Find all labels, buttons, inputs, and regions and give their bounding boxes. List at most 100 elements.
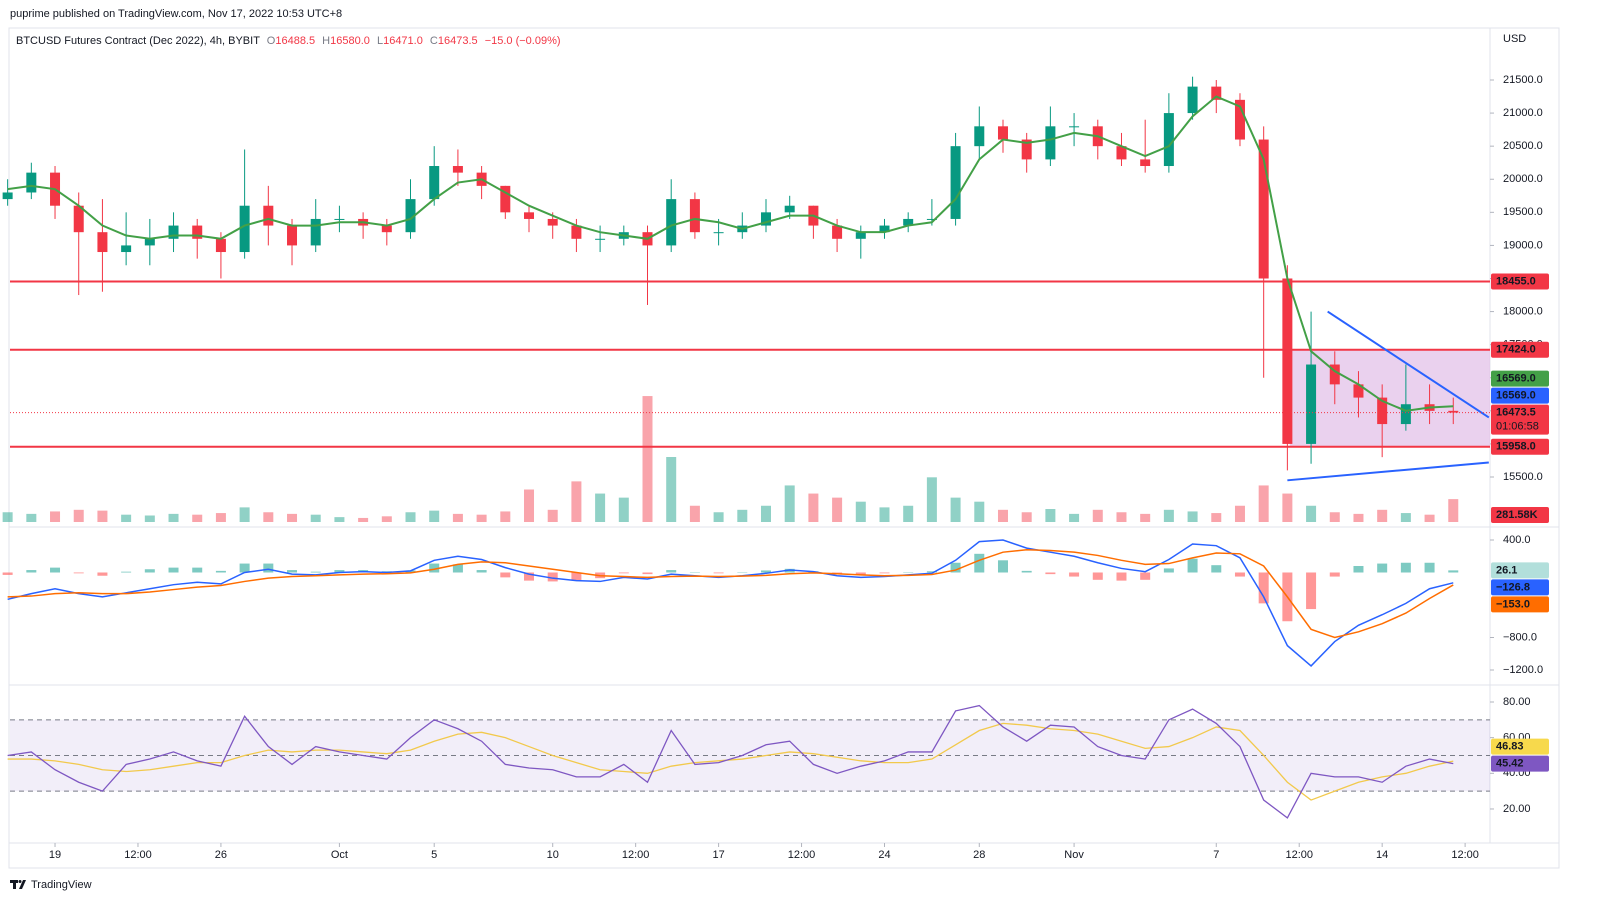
- y-tick-label: 18000.0: [1503, 305, 1543, 317]
- ohlc-key: H: [322, 35, 330, 47]
- candle-body: [1140, 159, 1151, 167]
- histogram-bar: [192, 567, 203, 573]
- level-tag: 18455.0: [1496, 275, 1536, 287]
- candle-body: [1116, 146, 1127, 160]
- moving-average: [7, 95, 1454, 412]
- y-tick-label: −1200.0: [1503, 664, 1543, 676]
- candle-body: [713, 232, 724, 234]
- level-tag-bg: [1491, 273, 1549, 290]
- histogram-bar: [500, 572, 511, 578]
- candle-body: [855, 232, 866, 239]
- candle-body: [595, 238, 606, 240]
- histogram-bar: [26, 570, 37, 573]
- histogram-bar: [1306, 572, 1317, 610]
- candle-body: [500, 185, 511, 213]
- histogram-bar: [926, 571, 937, 573]
- volume-bar: [263, 512, 274, 522]
- logo-part: [13, 880, 16, 889]
- price-tag: 16569.0: [1496, 372, 1536, 384]
- value-tag: −153.0: [1496, 598, 1530, 610]
- y-tick-label: 19500.0: [1503, 206, 1543, 218]
- volume-bar: [73, 509, 84, 522]
- histogram-bar: [855, 572, 866, 575]
- symbol-title: BTCUSD Futures Contract (Dec 2022), 4h, …: [16, 35, 260, 47]
- volume-bar: [429, 510, 440, 522]
- candle-body: [121, 245, 132, 253]
- volume-bar: [1448, 499, 1459, 522]
- volume-bar: [1021, 512, 1032, 522]
- x-tick-label: 12:00: [1451, 849, 1479, 861]
- volume-bar: [1234, 505, 1245, 522]
- candle-body: [784, 205, 795, 213]
- candle-body: [1211, 86, 1222, 100]
- histogram-bar: [713, 572, 724, 574]
- volume-tag-bg: [1491, 507, 1549, 523]
- volume-bar: [1377, 509, 1388, 522]
- candle-body: [547, 218, 558, 226]
- histogram-bar: [1448, 570, 1459, 573]
- candle-body: [73, 205, 84, 233]
- histogram-bar: [1377, 563, 1388, 573]
- candle-body: [26, 172, 37, 193]
- x-tick-label: 14: [1376, 849, 1388, 861]
- candle-body: [832, 225, 843, 239]
- volume-bar: [381, 516, 392, 522]
- publish-note: puprime published on TradingView.com, No…: [10, 8, 342, 20]
- histogram-bar: [73, 572, 84, 574]
- price-tag-bg: [1491, 370, 1549, 387]
- price-tag-bg: [1491, 404, 1549, 435]
- histogram-bar: [1069, 572, 1080, 577]
- tv-logo: [10, 880, 26, 889]
- histogram-bar: [334, 570, 345, 573]
- volume-bar: [855, 501, 866, 522]
- candle-body: [1187, 86, 1198, 114]
- volume-bar: [1424, 514, 1435, 522]
- candle-body: [997, 126, 1008, 140]
- y-tick-label: 20.00: [1503, 803, 1531, 815]
- candle-body: [1069, 126, 1080, 128]
- y-tick-label: 20500.0: [1503, 140, 1543, 152]
- volume-bar: [595, 493, 606, 522]
- volume-bar: [974, 501, 985, 522]
- volume-bar: [760, 505, 771, 522]
- histogram-bar: [547, 572, 558, 582]
- volume-bar: [215, 513, 226, 522]
- rsi-line: [7, 704, 1454, 819]
- candle-body: [760, 212, 771, 226]
- value-tag-bg: [1491, 755, 1549, 772]
- volume-bar: [1353, 513, 1364, 522]
- candle-body: [666, 199, 677, 246]
- volume-bar: [1163, 509, 1174, 522]
- y-tick-label: −800.0: [1503, 631, 1537, 643]
- volume-bar: [500, 511, 511, 522]
- volume-bar: [997, 509, 1008, 522]
- histogram-bar: [1092, 572, 1103, 580]
- volume-tag: 281.58K: [1496, 509, 1538, 521]
- ohlc-value: 16488.5: [275, 35, 315, 47]
- candle-body: [524, 212, 535, 219]
- volume-bar: [666, 457, 677, 522]
- x-tick-label: Nov: [1064, 849, 1084, 861]
- candle-body: [926, 218, 937, 220]
- candle-body: [1021, 139, 1032, 160]
- candle-body: [381, 225, 392, 233]
- candle-body: [287, 225, 298, 246]
- volume-bar: [2, 512, 13, 522]
- ohlc-key: L: [377, 35, 383, 47]
- volume-bar: [689, 505, 700, 522]
- candle-body: [310, 218, 321, 246]
- volume-bar: [310, 514, 321, 522]
- frame: [8, 27, 1560, 869]
- candle-body: [2, 192, 13, 200]
- candle-body: [950, 146, 961, 219]
- trendline: [1287, 461, 1489, 482]
- price-tag-bg: [1491, 387, 1549, 404]
- level-tag: 17424.0: [1496, 344, 1536, 356]
- volume-bar: [1140, 513, 1151, 522]
- histogram-bar: [1329, 572, 1340, 577]
- volume-bar: [879, 507, 890, 522]
- ohlc-value: 16473.5: [438, 35, 478, 47]
- x-tick-label: 26: [215, 849, 227, 861]
- volume-bar: [713, 512, 724, 522]
